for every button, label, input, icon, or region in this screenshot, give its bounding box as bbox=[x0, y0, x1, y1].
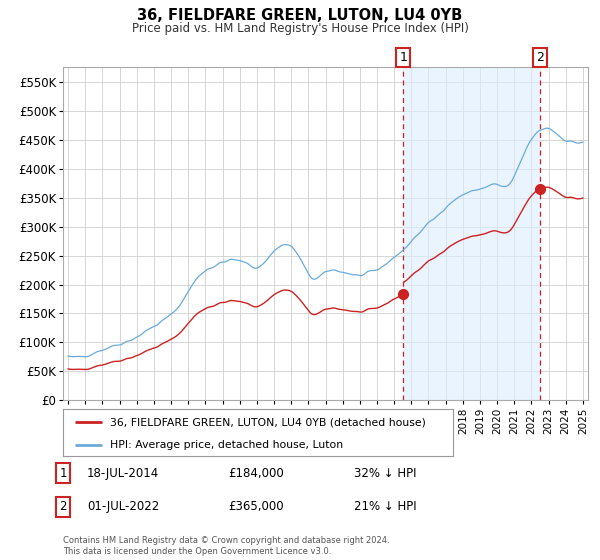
Text: 36, FIELDFARE GREEN, LUTON, LU4 0YB: 36, FIELDFARE GREEN, LUTON, LU4 0YB bbox=[137, 8, 463, 24]
Text: 1: 1 bbox=[400, 51, 407, 64]
Text: 01-JUL-2022: 01-JUL-2022 bbox=[87, 500, 159, 514]
Bar bbox=[403, 67, 540, 400]
Text: 21% ↓ HPI: 21% ↓ HPI bbox=[354, 500, 416, 514]
Text: 32% ↓ HPI: 32% ↓ HPI bbox=[354, 466, 416, 480]
Text: 18-JUL-2014: 18-JUL-2014 bbox=[87, 466, 159, 480]
Text: HPI: Average price, detached house, Luton: HPI: Average price, detached house, Luto… bbox=[110, 440, 343, 450]
Text: £365,000: £365,000 bbox=[228, 500, 284, 514]
Text: Contains HM Land Registry data © Crown copyright and database right 2024.
This d: Contains HM Land Registry data © Crown c… bbox=[63, 536, 389, 556]
Text: 2: 2 bbox=[59, 500, 67, 514]
Text: 2: 2 bbox=[536, 51, 544, 64]
Text: £184,000: £184,000 bbox=[228, 466, 284, 480]
Text: 1: 1 bbox=[59, 466, 67, 480]
Text: 36, FIELDFARE GREEN, LUTON, LU4 0YB (detached house): 36, FIELDFARE GREEN, LUTON, LU4 0YB (det… bbox=[110, 417, 425, 427]
Text: Price paid vs. HM Land Registry's House Price Index (HPI): Price paid vs. HM Land Registry's House … bbox=[131, 22, 469, 35]
